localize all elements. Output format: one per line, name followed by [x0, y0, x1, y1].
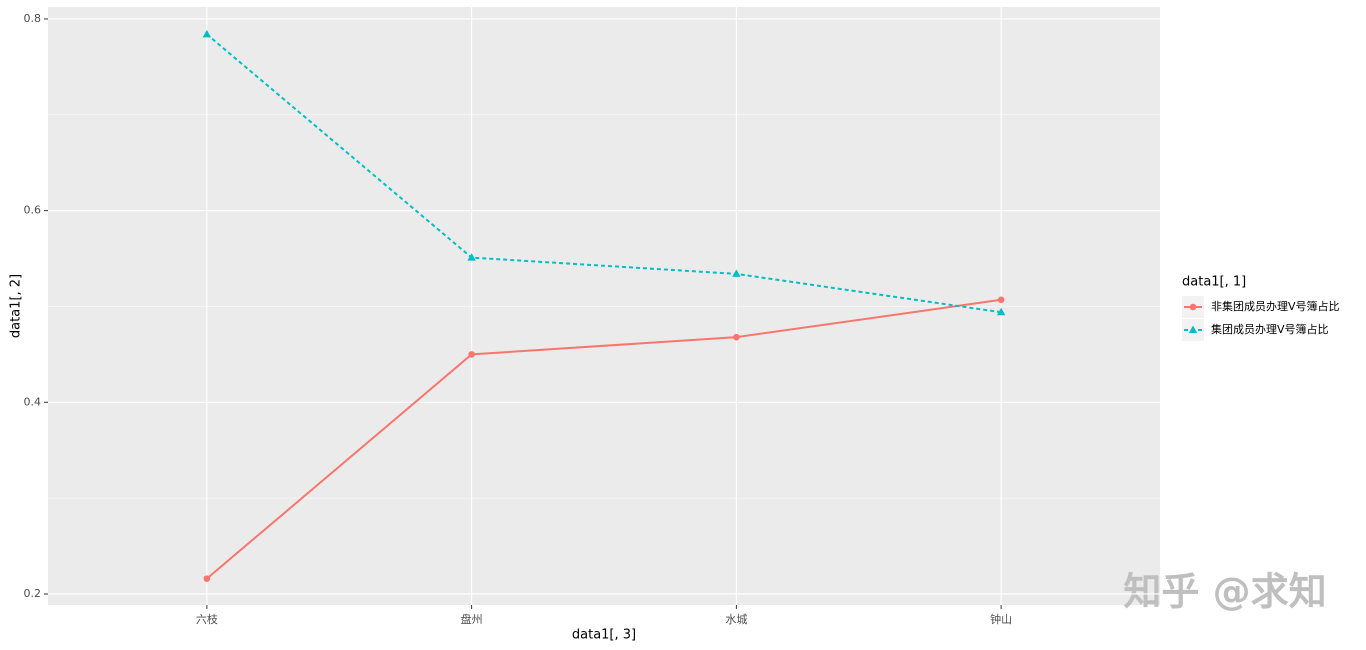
point: [996, 307, 1006, 316]
watermark: 知乎 @求知: [1123, 570, 1326, 614]
point: [203, 575, 211, 582]
point: [468, 351, 475, 358]
point: [733, 333, 740, 341]
point: [467, 253, 476, 261]
legend-title: data1[, 1]: [1182, 275, 1246, 290]
series-line: [206, 298, 1002, 580]
x-tick-label: 盘州: [461, 612, 483, 626]
series-line: [206, 33, 1002, 314]
x-tick-label: 六枝: [196, 612, 218, 626]
y-tick-label: 0.8: [24, 12, 42, 25]
panel: [48, 7, 1160, 605]
y-tick-label: 0.2: [24, 587, 42, 600]
legend-label: 非集团成员办理V号簿占比: [1211, 299, 1340, 313]
legend-label: 集团成员办理V号簿占比: [1211, 322, 1329, 336]
legend-marker: [1189, 303, 1197, 311]
point: [997, 296, 1005, 304]
point: [732, 269, 741, 277]
x-tick-label: 钟山: [990, 612, 1012, 626]
y-tick-label: 0.4: [24, 395, 42, 408]
y-axis-title: data1[, 2]: [9, 274, 24, 338]
y-tick-label: 0.6: [24, 204, 42, 217]
legend-marker: [1188, 325, 1198, 333]
point: [202, 29, 212, 38]
x-tick-label: 水城: [725, 613, 747, 626]
x-axis-title: data1[, 3]: [572, 628, 636, 643]
